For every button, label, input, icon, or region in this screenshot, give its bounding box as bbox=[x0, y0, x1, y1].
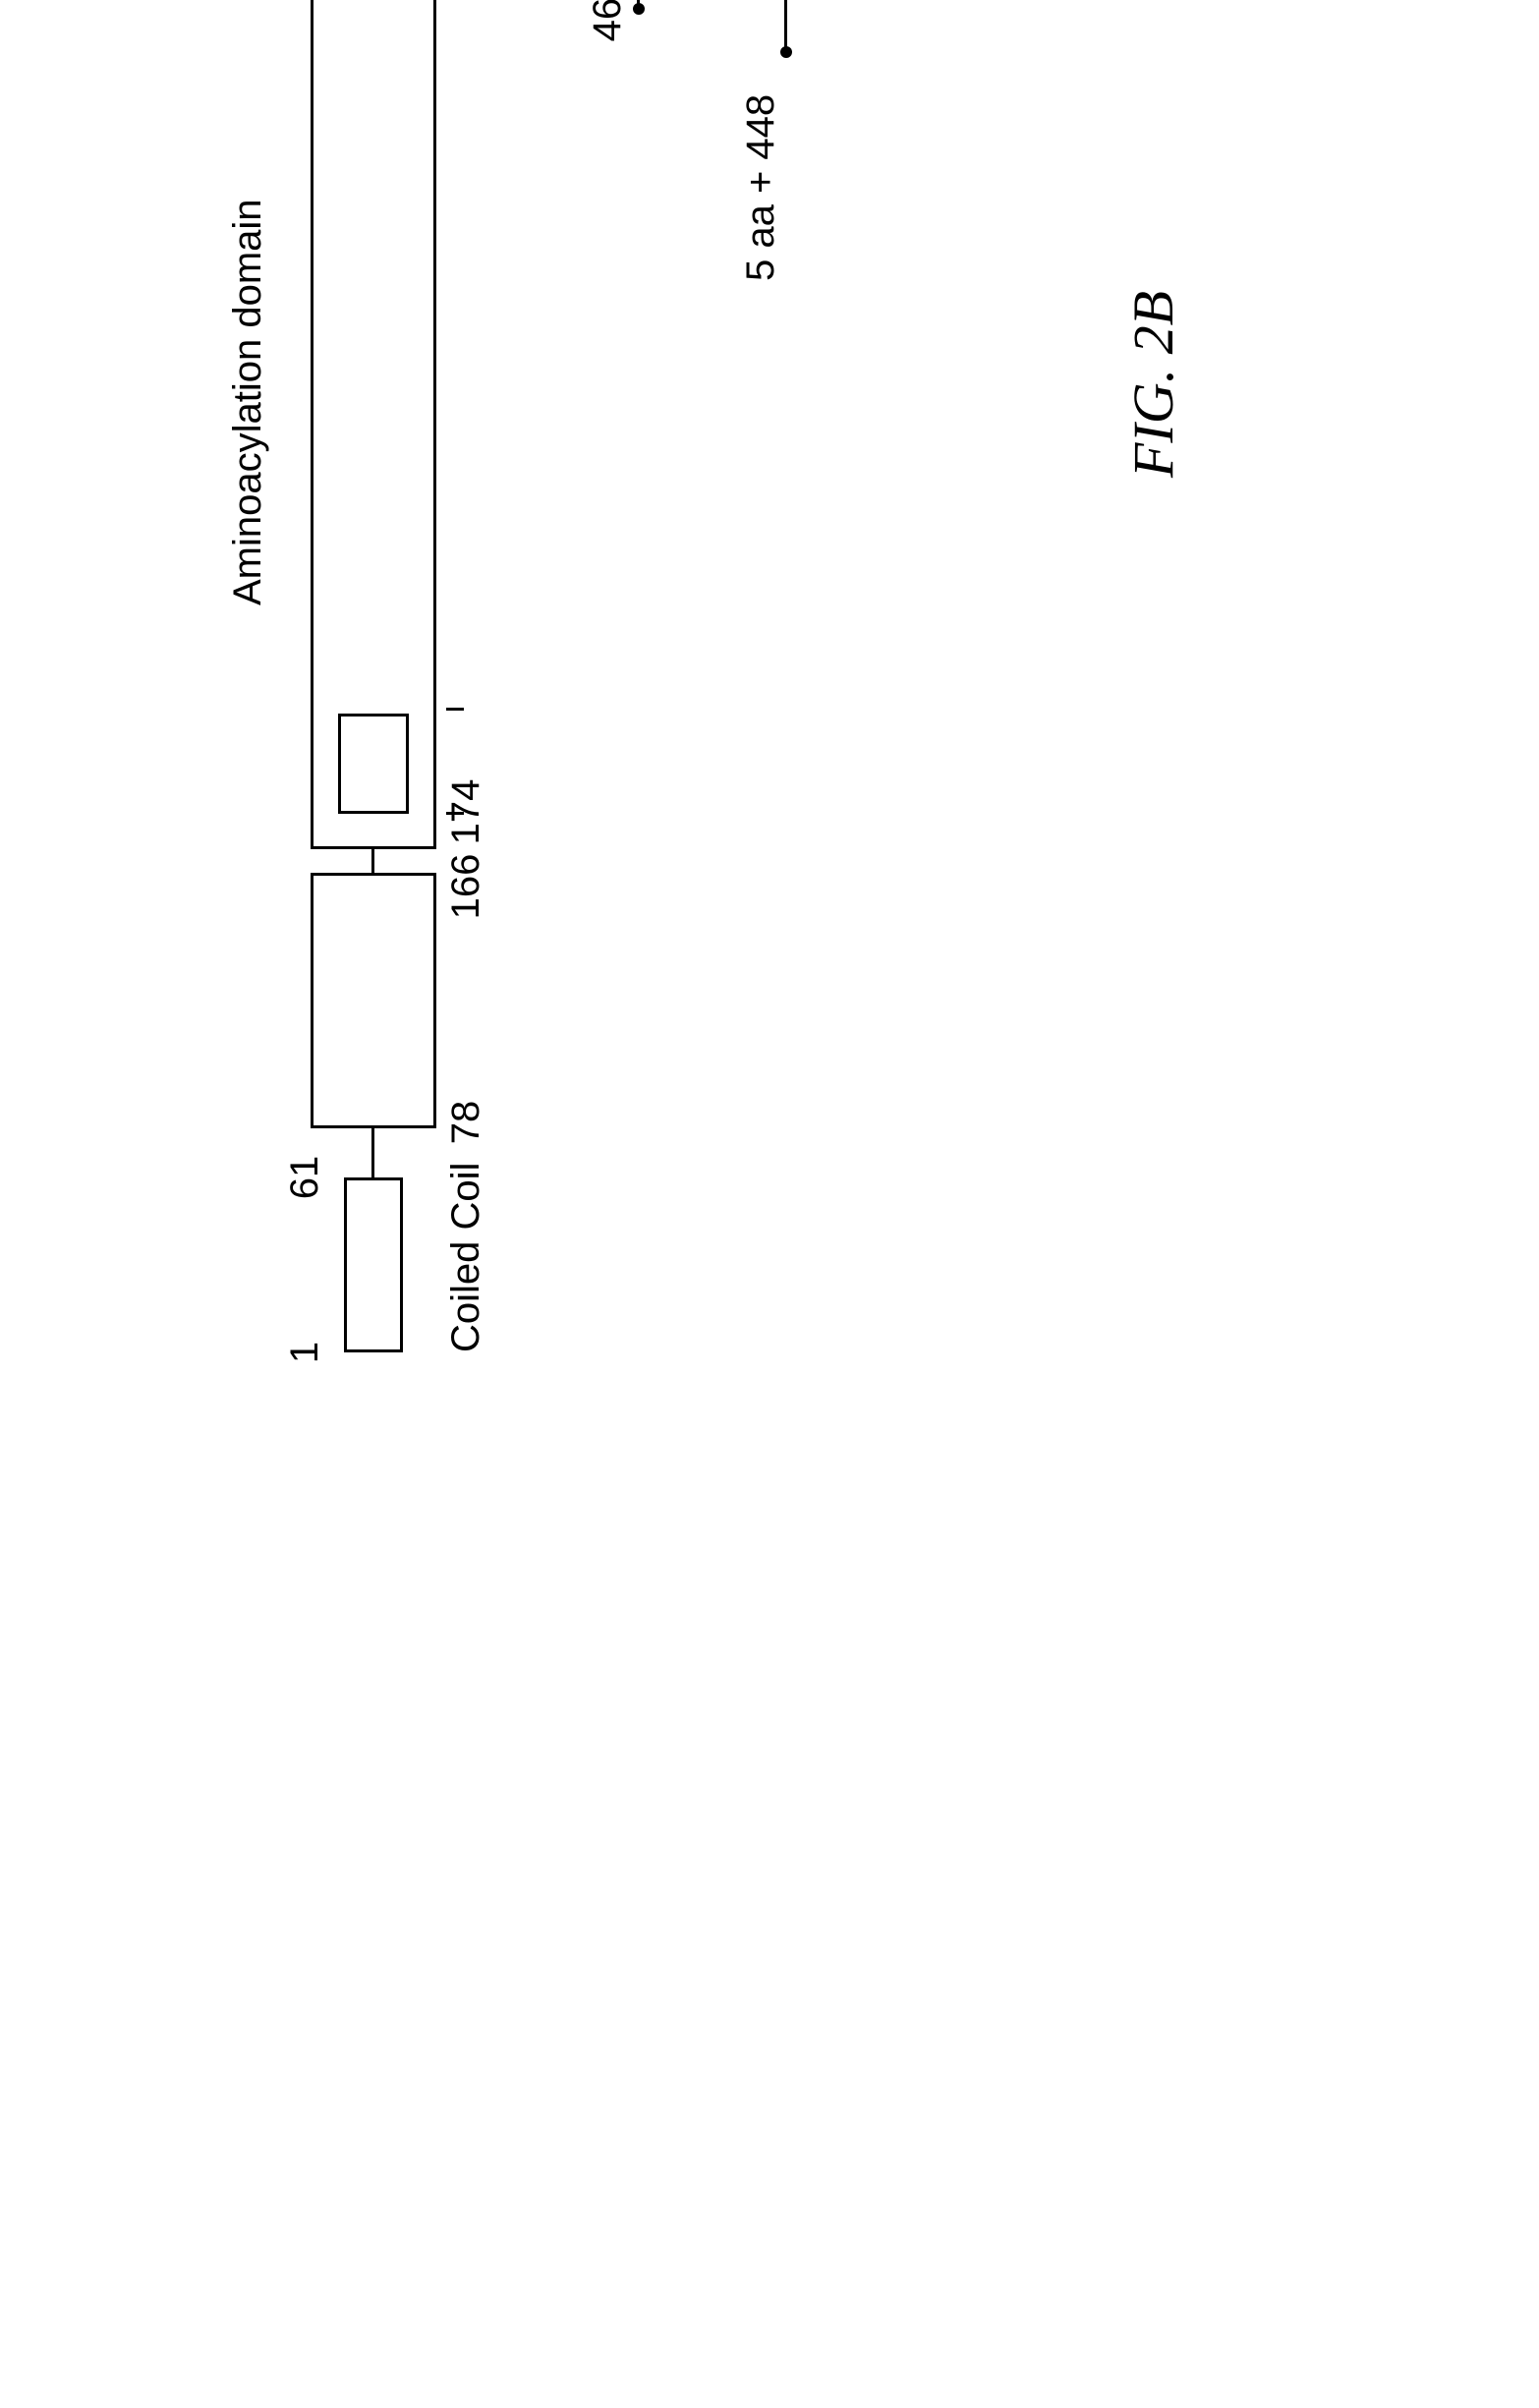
pos-166: 166 bbox=[444, 854, 488, 920]
diagram-frame: Aminoacylation domain Anticodon binding … bbox=[0, 0, 1539, 1539]
pos-78: 78 bbox=[444, 1101, 488, 1145]
pos-61: 61 bbox=[283, 1156, 327, 1200]
c4-start-label: 5 aa + 448 bbox=[739, 94, 783, 281]
coiled-coil-label: Coiled Coil bbox=[444, 1163, 488, 1352]
aminoacylation-domain-label: Aminoacylation domain bbox=[226, 199, 270, 605]
pos-174: 174 bbox=[444, 779, 488, 845]
coiled-coil-box bbox=[344, 1177, 403, 1352]
c4-line bbox=[784, 0, 787, 52]
connector-2 bbox=[371, 849, 374, 873]
nterm-box bbox=[311, 873, 436, 1128]
figure-caption: FIG. 2B bbox=[1120, 291, 1186, 478]
c3-line bbox=[637, 0, 640, 9]
inner-box bbox=[338, 714, 409, 814]
connector-1 bbox=[371, 1128, 374, 1177]
c3-start-label: 463 bbox=[586, 0, 630, 41]
inner-box-tick-right bbox=[446, 708, 464, 711]
pos-1: 1 bbox=[283, 1342, 327, 1363]
